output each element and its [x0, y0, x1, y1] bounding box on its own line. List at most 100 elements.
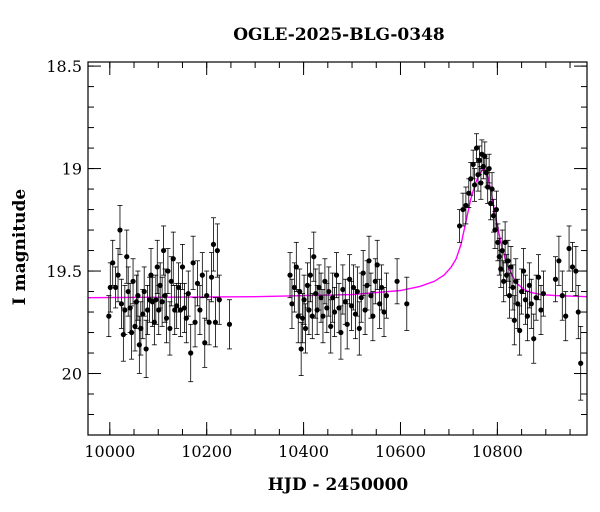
data-point	[291, 284, 297, 291]
data-point	[188, 350, 194, 356]
data-point	[122, 307, 128, 313]
data-point	[336, 305, 342, 311]
data-point	[344, 321, 350, 327]
y-tick-label: 19	[62, 160, 82, 179]
data-point	[578, 360, 584, 366]
data-point	[374, 262, 380, 268]
data-point	[148, 272, 154, 278]
data-point	[159, 299, 165, 305]
data-point	[515, 301, 521, 307]
y-tick-label: 20	[62, 365, 82, 384]
data-point	[212, 319, 219, 325]
data-point	[404, 301, 410, 307]
data-point	[552, 276, 559, 282]
data-point	[143, 346, 149, 352]
data-point	[208, 274, 215, 280]
data-point	[463, 202, 469, 209]
data-point	[569, 264, 576, 270]
axis-ticks	[88, 62, 587, 436]
data-point	[289, 301, 295, 307]
data-point	[144, 307, 151, 313]
data-point	[394, 278, 400, 284]
data-point	[287, 272, 293, 278]
data-point	[499, 247, 505, 254]
data-point	[476, 157, 483, 163]
data-point	[505, 258, 511, 264]
data-point	[154, 264, 160, 270]
data-point	[501, 278, 507, 284]
data-point	[306, 307, 312, 313]
data-point	[482, 153, 488, 159]
data-point	[556, 258, 562, 264]
data-point	[348, 303, 355, 309]
data-point	[168, 278, 174, 284]
data-point	[518, 288, 525, 295]
data-point	[206, 319, 212, 325]
data-point	[328, 323, 334, 329]
data-point	[165, 268, 171, 274]
data-point	[130, 278, 136, 284]
data-point	[473, 145, 480, 151]
data-point	[340, 286, 346, 293]
data-point	[297, 288, 303, 295]
data-point	[181, 305, 188, 311]
data-point	[368, 293, 374, 299]
data-point	[156, 307, 162, 313]
x-tick-label: 10000	[84, 442, 135, 461]
data-point	[478, 180, 484, 186]
data-point	[520, 268, 527, 274]
data-point	[324, 305, 330, 311]
x-tick-label: 10800	[472, 442, 523, 461]
data-point	[506, 293, 513, 299]
data-point	[163, 315, 170, 321]
plot-area	[87, 133, 588, 401]
data-point	[177, 307, 184, 313]
data-point	[358, 295, 364, 301]
data-point	[170, 256, 176, 262]
data-point	[502, 239, 508, 245]
data-point	[172, 307, 178, 313]
data-point	[533, 295, 539, 301]
data-point	[110, 260, 116, 266]
data-point	[320, 313, 326, 319]
data-point	[372, 278, 378, 284]
data-point	[508, 264, 514, 270]
data-point	[540, 290, 546, 297]
data-point	[115, 272, 121, 278]
data-point	[370, 313, 376, 319]
data-point	[366, 258, 372, 264]
data-point	[377, 301, 383, 307]
data-point	[360, 270, 366, 276]
data-point	[135, 293, 141, 299]
data-point	[333, 272, 340, 278]
data-point	[117, 227, 123, 233]
data-point	[185, 290, 191, 297]
data-point	[354, 288, 360, 295]
data-point	[298, 346, 304, 352]
data-point	[167, 325, 173, 332]
data-point	[138, 325, 144, 332]
model-curve	[87, 167, 588, 299]
data-point	[318, 295, 324, 301]
data-point	[322, 278, 328, 284]
data-point	[350, 284, 357, 291]
data-point	[190, 260, 196, 266]
x-tick-label: 10400	[278, 442, 329, 461]
data-point	[295, 313, 301, 319]
data-point	[311, 254, 317, 260]
data-point	[331, 309, 338, 315]
data-point	[342, 299, 348, 305]
data-point	[160, 247, 167, 254]
data-point	[492, 227, 498, 233]
data-point	[194, 280, 201, 286]
data-point	[489, 186, 495, 192]
data-point	[347, 276, 353, 282]
data-point	[352, 311, 359, 317]
data-point	[199, 272, 205, 278]
data-point	[535, 274, 542, 280]
data-point	[559, 293, 565, 299]
data-point	[486, 165, 492, 172]
data-point	[216, 297, 222, 303]
y-tick-label: 18.5	[46, 57, 82, 76]
